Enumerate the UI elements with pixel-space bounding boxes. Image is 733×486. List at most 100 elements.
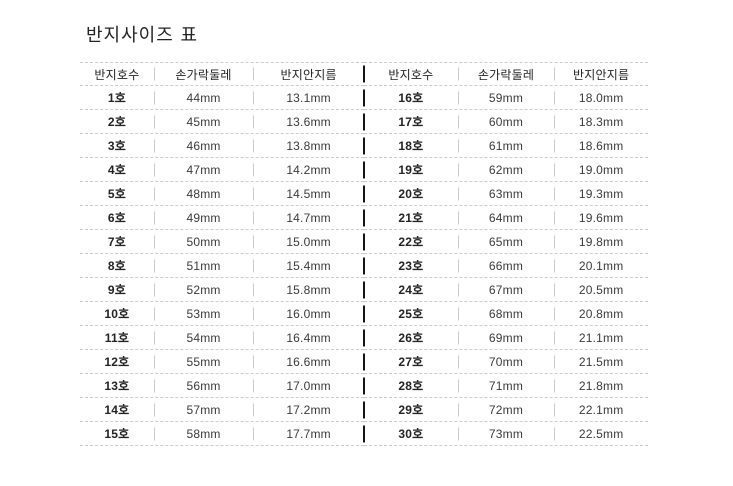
header-ring-inner-diameter: 반지안지름: [554, 63, 648, 85]
diameter-cell: 20.1mm: [554, 254, 648, 277]
diameter-cell: 13.6mm: [253, 110, 364, 133]
table-right-rows: 16호 59mm 18.0mm 17호 60mm 18.3mm 18호 61mm 18.6mm 1…: [364, 86, 648, 446]
diameter-cell: 14.2mm: [253, 158, 364, 181]
table-right-half: 반지호수 손가락둘레 반지안지름 16호 59mm 18.0mm 17호 60mm 18.…: [364, 62, 648, 446]
diameter-cell: 20.5mm: [554, 278, 648, 301]
circumference-cell: 64mm: [458, 206, 555, 229]
circumference-cell: 73mm: [458, 422, 555, 445]
circumference-cell: 56mm: [154, 374, 253, 397]
circumference-cell: 53mm: [154, 302, 253, 325]
diameter-cell: 22.1mm: [554, 398, 648, 421]
diameter-cell: 19.3mm: [554, 182, 648, 205]
ring-size-cell: 14호: [104, 403, 130, 417]
ring-size-cell: 5호: [107, 187, 126, 201]
ring-size-cell: 17호: [398, 115, 424, 129]
table-row: 4호 47mm 14.2mm: [80, 158, 364, 182]
diameter-cell: 13.1mm: [253, 86, 364, 109]
table-row: 19호 62mm 19.0mm: [364, 158, 648, 182]
ring-size-cell: 20호: [398, 187, 424, 201]
ring-size-cell: 23호: [398, 259, 424, 273]
table-row: 23호 66mm 20.1mm: [364, 254, 648, 278]
diameter-cell: 16.0mm: [253, 302, 364, 325]
ring-size-cell: 4호: [107, 163, 126, 177]
table-header-row: 반지호수 손가락둘레 반지안지름: [80, 62, 364, 86]
table-row: 14호 57mm 17.2mm: [80, 398, 364, 422]
table-row: 20호 63mm 19.3mm: [364, 182, 648, 206]
table-row: 15호 58mm 17.7mm: [80, 422, 364, 446]
diameter-cell: 20.8mm: [554, 302, 648, 325]
header-ring-size: 반지호수: [94, 67, 140, 82]
circumference-cell: 54mm: [154, 326, 253, 349]
diameter-cell: 17.0mm: [253, 374, 364, 397]
table-row: 26호 69mm 21.1mm: [364, 326, 648, 350]
circumference-cell: 47mm: [154, 158, 253, 181]
diameter-cell: 17.2mm: [253, 398, 364, 421]
ring-size-cell: 24호: [398, 283, 424, 297]
table-row: 29호 72mm 22.1mm: [364, 398, 648, 422]
ring-size-table: 반지호수 손가락둘레 반지안지름 1호 44mm 13.1mm 2호 45mm 13.6m…: [80, 62, 648, 446]
table-row: 30호 73mm 22.5mm: [364, 422, 648, 446]
circumference-cell: 62mm: [458, 158, 555, 181]
ring-size-cell: 19호: [398, 163, 424, 177]
table-row: 2호 45mm 13.6mm: [80, 110, 364, 134]
diameter-cell: 17.7mm: [253, 422, 364, 445]
circumference-cell: 58mm: [154, 422, 253, 445]
diameter-cell: 14.7mm: [253, 206, 364, 229]
ring-size-cell: 3호: [107, 139, 126, 153]
ring-size-cell: 1호: [107, 91, 126, 105]
diameter-cell: 19.0mm: [554, 158, 648, 181]
ring-size-cell: 26호: [398, 331, 424, 345]
circumference-cell: 61mm: [458, 134, 555, 157]
table-header-row: 반지호수 손가락둘레 반지안지름: [364, 62, 648, 86]
diameter-cell: 18.6mm: [554, 134, 648, 157]
circumference-cell: 72mm: [458, 398, 555, 421]
page-title: 반지사이즈 표: [86, 25, 199, 46]
circumference-cell: 50mm: [154, 230, 253, 253]
ring-size-cell: 7호: [107, 235, 126, 249]
circumference-cell: 49mm: [154, 206, 253, 229]
table-row: 17호 60mm 18.3mm: [364, 110, 648, 134]
circumference-cell: 48mm: [154, 182, 253, 205]
table-row: 24호 67mm 20.5mm: [364, 278, 648, 302]
ring-size-cell: 12호: [104, 355, 130, 369]
diameter-cell: 15.0mm: [253, 230, 364, 253]
table-row: 7호 50mm 15.0mm: [80, 230, 364, 254]
diameter-cell: 22.5mm: [554, 422, 648, 445]
ring-size-cell: 28호: [398, 379, 424, 393]
ring-size-cell: 16호: [398, 91, 424, 105]
table-row: 3호 46mm 13.8mm: [80, 134, 364, 158]
header-finger-circumference: 손가락둘레: [154, 63, 253, 85]
ring-size-cell: 27호: [398, 355, 424, 369]
table-row: 22호 65mm 19.8mm: [364, 230, 648, 254]
ring-size-cell: 30호: [398, 427, 424, 441]
circumference-cell: 69mm: [458, 326, 555, 349]
ring-size-cell: 13호: [104, 379, 130, 393]
circumference-cell: 45mm: [154, 110, 253, 133]
diameter-cell: 15.8mm: [253, 278, 364, 301]
table-row: 6호 49mm 14.7mm: [80, 206, 364, 230]
ring-size-cell: 11호: [104, 331, 130, 345]
circumference-cell: 44mm: [154, 86, 253, 109]
table-row: 8호 51mm 15.4mm: [80, 254, 364, 278]
ring-size-cell: 15호: [104, 427, 130, 441]
ring-size-cell: 8호: [107, 259, 126, 273]
circumference-cell: 68mm: [458, 302, 555, 325]
header-finger-circumference: 손가락둘레: [458, 63, 555, 85]
diameter-cell: 16.4mm: [253, 326, 364, 349]
diameter-cell: 18.3mm: [554, 110, 648, 133]
circumference-cell: 46mm: [154, 134, 253, 157]
diameter-cell: 21.1mm: [554, 326, 648, 349]
circumference-cell: 52mm: [154, 278, 253, 301]
diameter-cell: 13.8mm: [253, 134, 364, 157]
diameter-cell: 21.5mm: [554, 350, 648, 373]
table-row: 11호 54mm 16.4mm: [80, 326, 364, 350]
ring-size-cell: 9호: [107, 283, 126, 297]
table-row: 12호 55mm 16.6mm: [80, 350, 364, 374]
circumference-cell: 51mm: [154, 254, 253, 277]
ring-size-cell: 29호: [398, 403, 424, 417]
diameter-cell: 19.6mm: [554, 206, 648, 229]
ring-size-cell: 10호: [104, 307, 130, 321]
circumference-cell: 55mm: [154, 350, 253, 373]
table-row: 10호 53mm 16.0mm: [80, 302, 364, 326]
table-row: 21호 64mm 19.6mm: [364, 206, 648, 230]
